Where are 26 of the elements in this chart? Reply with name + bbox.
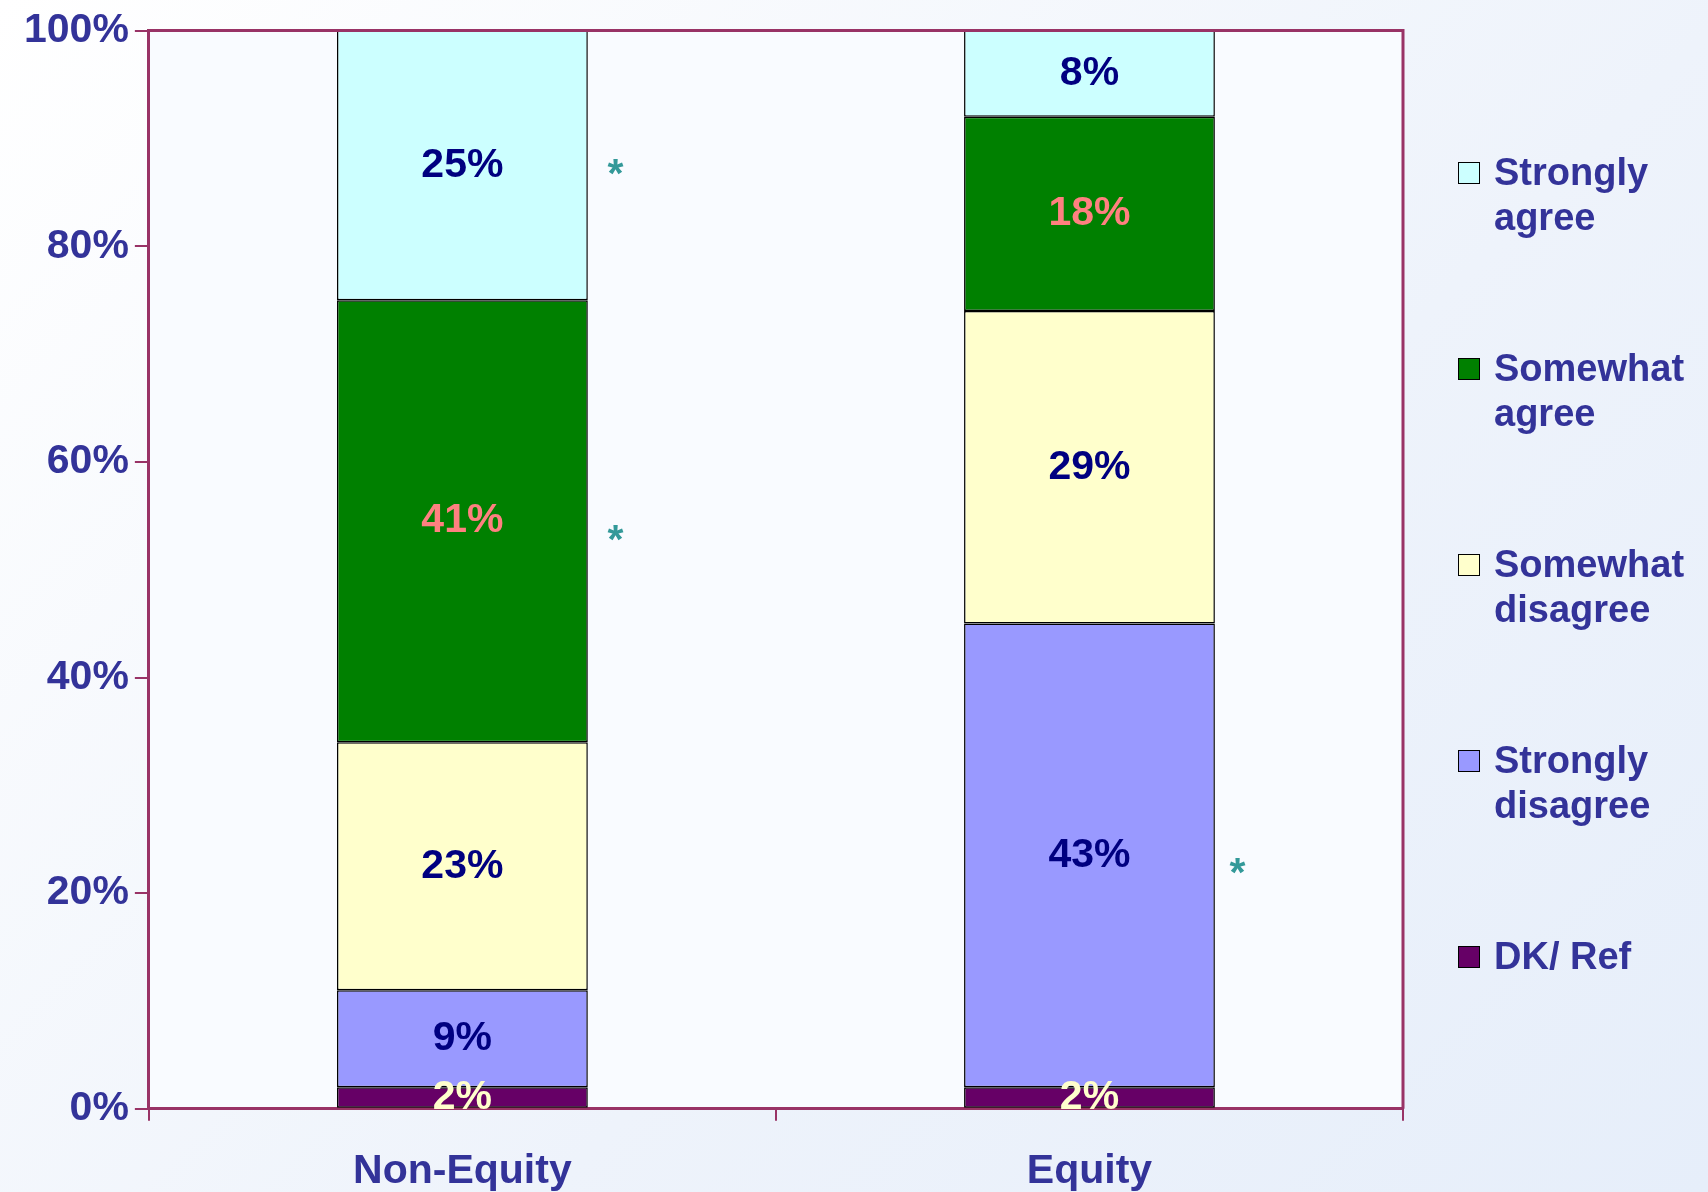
data-label: 29%: [1048, 441, 1131, 488]
annotation: *: [1229, 849, 1246, 896]
data-label: 8%: [1059, 48, 1120, 95]
data-label: 2%: [432, 1071, 493, 1118]
data-label: 2%: [1059, 1071, 1120, 1118]
annotation: *: [607, 516, 624, 563]
data-label: 18%: [1048, 188, 1131, 235]
data-label: 9%: [432, 1013, 493, 1060]
legend-label: Somewhat agree: [1494, 346, 1686, 436]
legend-label: Strongly disagree: [1494, 738, 1652, 828]
legend-label: DK/ Ref: [1494, 934, 1632, 979]
data-label: 41%: [421, 495, 504, 542]
legend-label: Strongly agree: [1494, 150, 1650, 240]
data-label: 25%: [421, 139, 504, 186]
y-tick-label: 0%: [69, 1083, 129, 1130]
y-tick-label: 100%: [23, 4, 129, 51]
y-tick-label: 40%: [46, 651, 129, 698]
x-tick-label: Equity: [1026, 1145, 1153, 1192]
legend-label: Somewhat disagree: [1494, 542, 1686, 632]
y-tick-label: 60%: [46, 436, 129, 483]
x-tick-label: Non-Equity: [353, 1145, 572, 1192]
data-label: 43%: [1048, 829, 1131, 876]
y-tick-label: 20%: [46, 867, 129, 914]
y-tick-label: 80%: [46, 220, 129, 267]
data-label: 23%: [421, 840, 504, 887]
annotation: *: [607, 149, 624, 196]
